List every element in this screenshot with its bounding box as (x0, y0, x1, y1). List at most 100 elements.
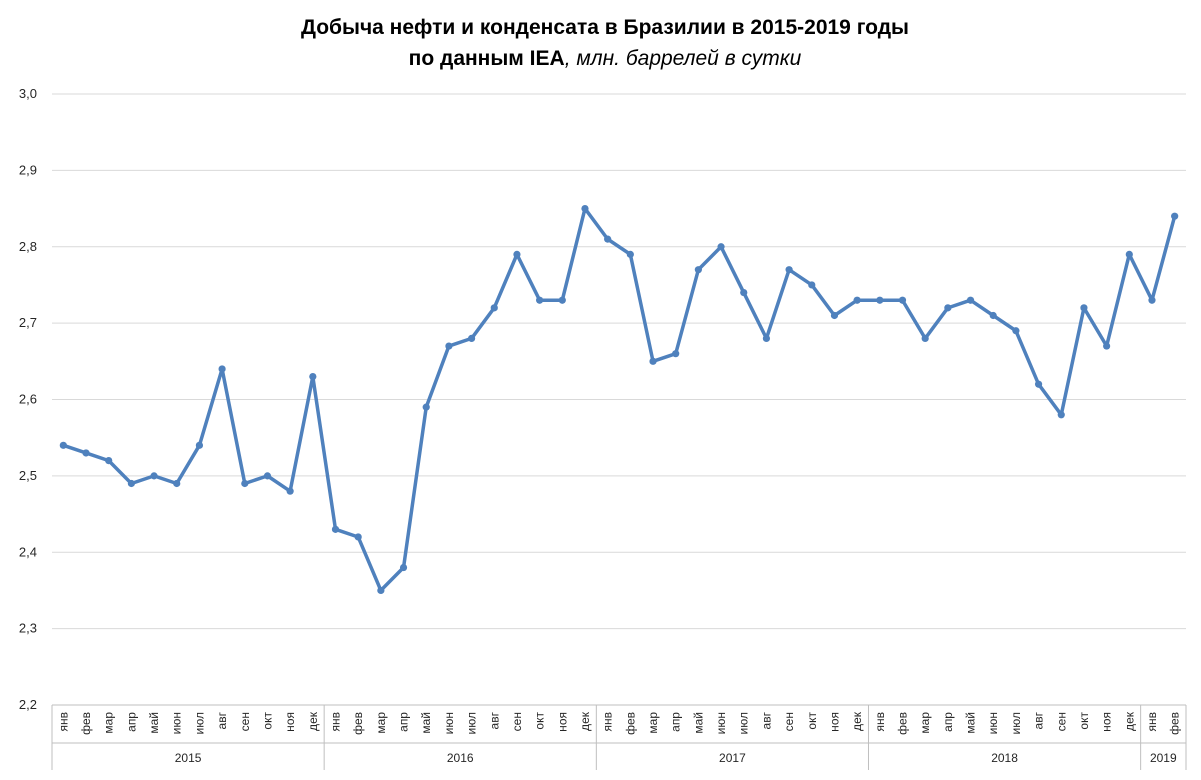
x-tick-label: июн (442, 712, 456, 734)
x-tick-label: апр (669, 712, 683, 732)
x-tick-label: сен (782, 712, 796, 731)
y-tick-label: 2,5 (19, 468, 37, 483)
data-point (513, 250, 521, 258)
x-tick-label: сен (510, 712, 524, 731)
x-tick-label: окт (533, 712, 547, 730)
data-point (377, 586, 385, 595)
data-point (581, 204, 589, 213)
x-tick-label: окт (1077, 712, 1091, 730)
series-line (59, 204, 1179, 595)
x-tick-label: мар (102, 712, 116, 734)
data-point (241, 479, 249, 488)
y-tick-label: 2,7 (19, 315, 37, 330)
data-point (898, 296, 907, 304)
data-point (1057, 411, 1065, 419)
year-label: 2019 (1150, 751, 1177, 765)
data-point (1125, 250, 1133, 258)
x-tick-label: апр (941, 712, 955, 732)
x-tick-label: янв (601, 712, 615, 732)
title-units: , млн. баррелей в сутки (564, 47, 802, 70)
data-point (150, 472, 158, 480)
x-tick-label: апр (397, 712, 411, 732)
y-tick-label: 2,3 (19, 621, 37, 636)
x-tick-label: июн (986, 712, 1000, 734)
x-tick-label: фев (1168, 712, 1182, 735)
data-point (286, 487, 294, 495)
x-tick-label: дек (306, 711, 320, 731)
y-tick-label: 2,6 (19, 392, 37, 407)
data-point (966, 296, 975, 304)
data-point (876, 296, 884, 304)
title-line-1: Добыча нефти и конденсата в Бразилии в 2… (301, 16, 909, 39)
data-point (59, 441, 67, 449)
x-tick-label: ноя (827, 712, 841, 732)
x-tick-label: ноя (555, 712, 569, 732)
x-tick-label: янв (329, 712, 343, 732)
data-point (1103, 342, 1111, 350)
data-point (399, 563, 408, 572)
x-tick-label: ноя (283, 712, 297, 732)
data-point (105, 457, 113, 465)
data-point (785, 266, 793, 274)
x-tick-label: мар (374, 712, 388, 734)
year-label: 2017 (719, 751, 746, 765)
x-tick-label: дек (850, 711, 864, 731)
x-tick-label: ноя (1100, 712, 1114, 732)
x-tick-label: май (964, 712, 978, 734)
data-point (649, 357, 657, 365)
year-label: 2016 (447, 751, 474, 765)
data-point (1080, 304, 1088, 312)
data-point (490, 304, 498, 312)
x-tick-label: июн (714, 712, 728, 734)
data-point (626, 250, 634, 258)
data-point (354, 533, 362, 541)
x-tick-label: янв (56, 712, 70, 732)
series-polyline (62, 206, 1177, 593)
x-tick-label: май (147, 712, 161, 734)
data-point (1148, 296, 1156, 304)
x-tick-label: авг (1032, 711, 1046, 729)
x-tick-label: фев (79, 712, 93, 735)
data-point (558, 296, 566, 304)
x-tick-label: сен (1054, 712, 1068, 731)
title-line-2: по данным IEA, млн. баррелей в сутки (0, 43, 1201, 74)
x-tick-label: авг (215, 711, 229, 729)
x-tick-label: фев (623, 712, 637, 735)
data-point (1012, 327, 1020, 335)
data-point (604, 235, 612, 243)
chart-title: Добыча нефти и конденсата в Бразилии в 2… (0, 12, 1201, 74)
data-point (989, 311, 997, 320)
x-tick-label: мар (646, 712, 660, 734)
data-point (853, 296, 861, 304)
y-tick-label: 2,2 (19, 697, 37, 712)
x-tick-label: окт (260, 712, 274, 730)
x-tick-label: апр (124, 712, 138, 732)
x-tick-label: июн (170, 712, 184, 734)
data-point (808, 281, 816, 289)
title-source: по данным IEA (408, 47, 565, 70)
data-point (218, 365, 226, 373)
y-tick-label: 2,9 (19, 162, 37, 177)
x-axis: янв фев мар апр май июн июл авг сен окт ноя дек2015… (51, 705, 1187, 770)
x-tick-label: дек (578, 711, 592, 731)
x-tick-label: сен (238, 712, 252, 731)
data-point (1171, 212, 1179, 220)
x-tick-label: мар (918, 712, 932, 734)
y-axis-ticks: 2,2 2,3 2,4 2,5 2,6 2,7 2,8 2,9 3,0 (19, 86, 37, 712)
data-point (309, 372, 317, 381)
x-tick-label: дек (1122, 711, 1136, 731)
y-tick-label: 3,0 (19, 86, 37, 101)
x-tick-label: июл (737, 712, 751, 734)
x-tick-label: авг (759, 711, 773, 729)
data-point (694, 266, 702, 274)
year-label: 2018 (991, 751, 1018, 765)
x-tick-label: май (691, 712, 705, 734)
data-point (944, 304, 952, 312)
data-point (921, 334, 929, 342)
x-tick-label: авг (487, 711, 501, 729)
y-tick-label: 2,8 (19, 239, 37, 254)
x-tick-label: фев (351, 712, 365, 735)
x-tick-label: янв (873, 712, 887, 732)
x-tick-label: июл (1009, 712, 1023, 734)
data-point (672, 350, 680, 358)
